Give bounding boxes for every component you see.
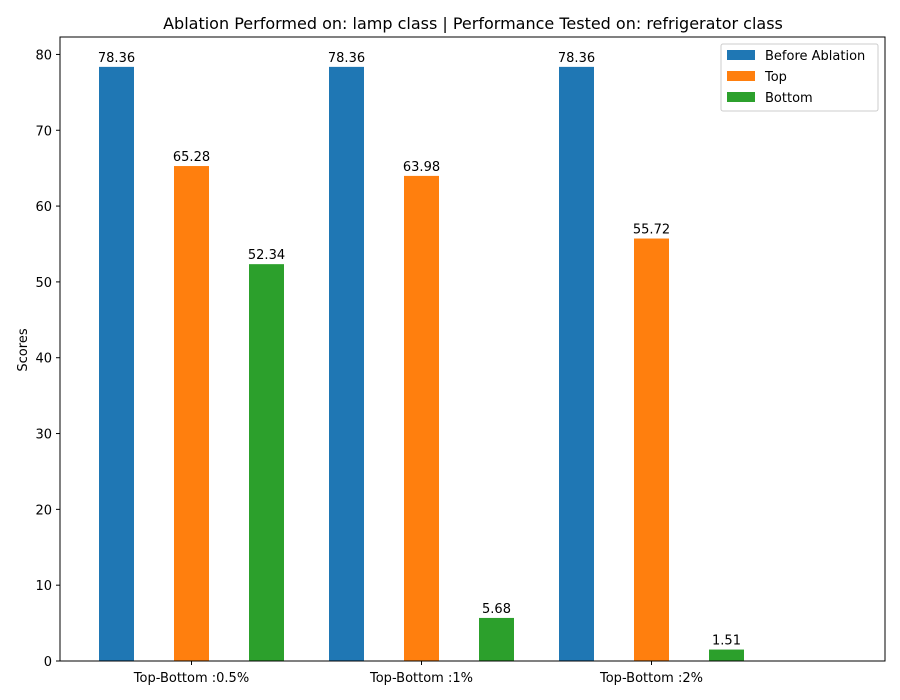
y-tick-label: 60 [35,200,52,215]
data-label: 78.36 [98,51,135,66]
x-axis: Top-Bottom :0.5% Top-Bottom :1% Top-Bottom… [133,661,703,686]
bar [249,264,284,661]
y-tick-label: 30 [35,428,52,443]
bar [174,166,209,661]
bars-layer [99,66,744,661]
legend-label: Before Ablation [765,49,865,64]
legend-box [720,43,879,112]
y-axis: 0 10 20 30 40 50 60 70 80 [35,48,60,670]
bar [479,617,514,661]
x-tick-label: Top-Bottom :1% [369,671,473,686]
chart-title: Ablation Performed on: lamp class | Perf… [163,14,783,33]
data-labels-layer: 78.36 78.36 78.36 65.28 63.98 55.72 52.34 5.68 1… [98,51,741,649]
y-tick-label: 70 [35,124,52,139]
bar [709,649,744,661]
bar [99,66,134,661]
y-tick-label: 20 [35,503,52,518]
bar [404,175,439,661]
y-axis-label: Scores [16,328,31,371]
x-tick-label: Top-Bottom :2% [599,671,703,686]
legend: Before Ablation Top Bottom [720,43,879,112]
data-label: 78.36 [328,51,365,66]
legend-swatch [727,92,755,102]
data-label: 63.98 [403,160,440,175]
plot-frame [59,36,886,662]
bar [559,66,594,661]
legend-swatch [727,50,755,60]
legend-label: Bottom [765,91,813,106]
data-label: 55.72 [633,223,670,238]
bar [329,66,364,661]
data-label: 1.51 [712,634,741,649]
y-tick-label: 10 [35,579,52,594]
data-label: 78.36 [558,51,595,66]
legend-label: Top [764,70,787,85]
bar [634,238,669,661]
y-tick-label: 0 [44,655,52,670]
data-label: 52.34 [248,248,285,263]
legend-swatch [727,71,755,81]
y-tick-label: 80 [35,48,52,63]
x-tick-label: Top-Bottom :0.5% [133,671,249,686]
y-tick-label: 50 [35,276,52,291]
data-label: 5.68 [482,602,511,617]
data-label: 65.28 [173,150,210,165]
y-tick-label: 40 [35,352,52,367]
